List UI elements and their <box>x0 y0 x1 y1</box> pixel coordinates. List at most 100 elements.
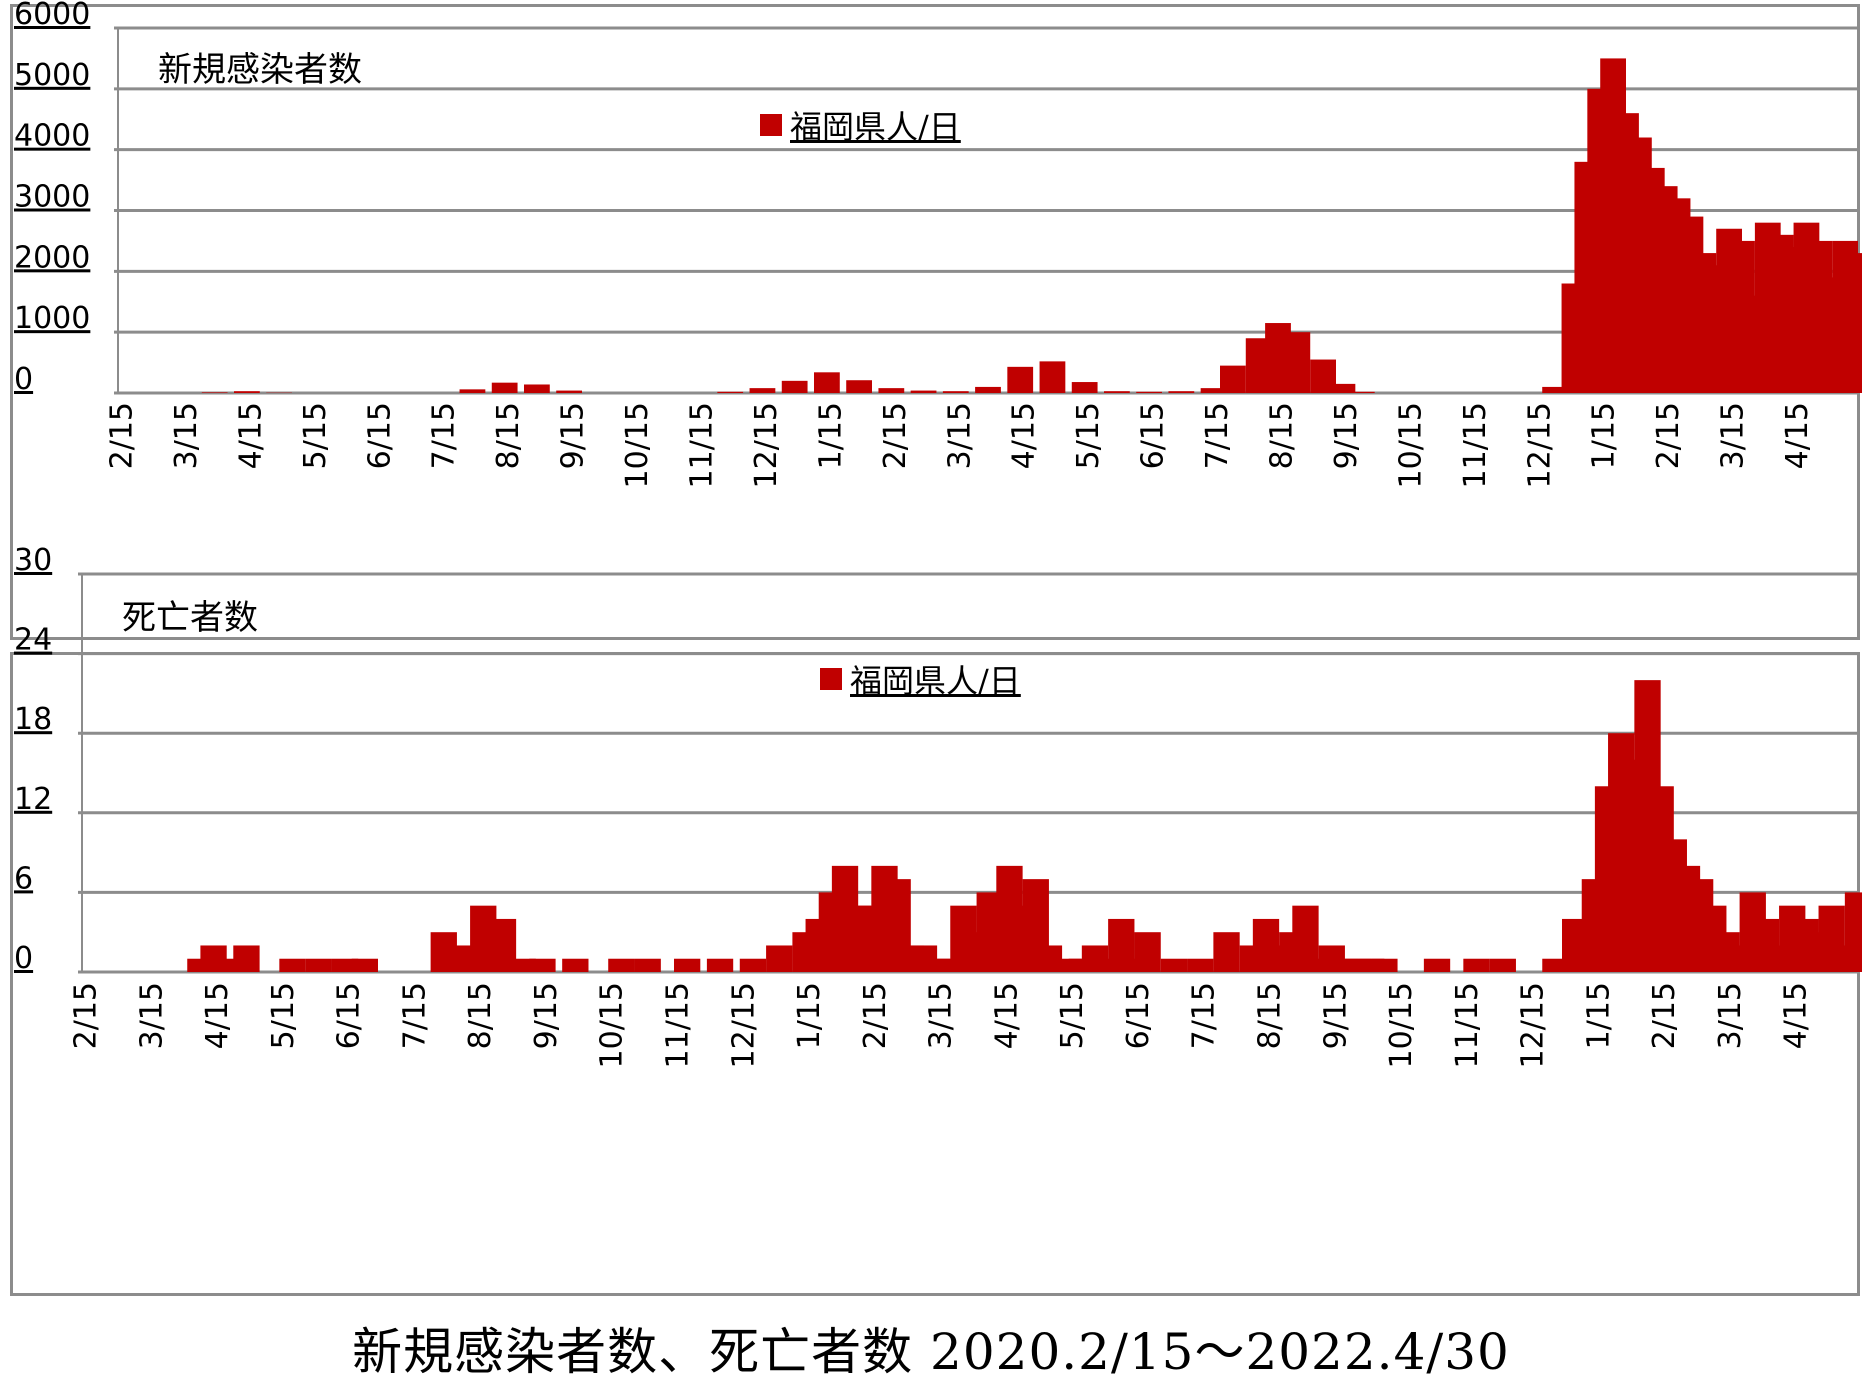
x-tick-label: 11/15 <box>661 982 696 1068</box>
x-tick-label: 1/15 <box>1581 982 1616 1049</box>
bar <box>1168 391 1194 393</box>
x-tick-label: 3/15 <box>1713 982 1748 1049</box>
x-tick-label: 1/15 <box>792 982 827 1049</box>
x-tick-label: 6/15 <box>362 402 397 469</box>
bar <box>562 959 588 972</box>
bar <box>1213 932 1239 972</box>
y-tick-label: 3000 <box>14 180 90 215</box>
y-tick-label: 5000 <box>14 58 90 93</box>
bar <box>707 959 733 972</box>
bar <box>352 959 378 972</box>
bar <box>717 392 743 393</box>
x-tick-label: 5/15 <box>1071 402 1106 469</box>
x-tick-label: 12/15 <box>726 982 761 1068</box>
x-tick-label: 7/15 <box>1200 402 1235 469</box>
x-tick-label: 4/15 <box>1779 982 1814 1049</box>
bar <box>766 945 792 972</box>
x-tick-label: 7/15 <box>397 982 432 1049</box>
bar <box>556 391 582 393</box>
bar <box>492 383 518 393</box>
bar <box>1490 959 1516 972</box>
x-tick-label: 8/15 <box>463 982 498 1049</box>
x-tick-label: 3/15 <box>924 982 959 1049</box>
x-tick-label: 8/15 <box>1265 402 1300 469</box>
x-tick-label: 2/15 <box>69 982 104 1049</box>
bar <box>1007 367 1033 393</box>
y-tick-label: 18 <box>14 702 52 737</box>
bar <box>1072 382 1098 393</box>
x-tick-label: 2/15 <box>1647 982 1682 1049</box>
x-tick-label: 10/15 <box>620 402 655 488</box>
x-tick-label: 3/15 <box>942 402 977 469</box>
bar <box>1187 959 1213 972</box>
bar <box>878 388 904 393</box>
bar <box>1104 391 1130 393</box>
x-tick-label: 11/15 <box>1458 402 1493 488</box>
x-tick-label: 3/15 <box>1716 402 1751 469</box>
x-tick-label: 11/15 <box>685 402 720 488</box>
y-tick-label: 1000 <box>14 301 90 336</box>
bar <box>782 381 808 393</box>
bar <box>1136 392 1162 393</box>
x-tick-label: 9/15 <box>1318 982 1353 1049</box>
x-tick-label: 12/15 <box>1516 982 1551 1068</box>
x-tick-label: 10/15 <box>595 982 630 1068</box>
y-tick-label: 0 <box>14 362 33 397</box>
bar <box>635 959 661 972</box>
x-tick-label: 6/15 <box>1121 982 1156 1049</box>
y-tick-label: 30 <box>14 543 52 578</box>
bar <box>740 959 766 972</box>
bar <box>1371 959 1397 972</box>
bar <box>943 391 969 393</box>
y-tick-label: 6 <box>14 861 33 896</box>
y-tick-label: 0 <box>14 941 33 976</box>
x-tick-label: 2/15 <box>878 402 913 469</box>
bar <box>911 391 937 393</box>
x-tick-label: 9/15 <box>1329 402 1364 469</box>
x-tick-label: 6/15 <box>332 982 367 1049</box>
bar <box>1845 892 1862 972</box>
x-tick-label: 4/15 <box>1780 402 1815 469</box>
bar <box>975 387 1001 393</box>
x-tick-label: 4/15 <box>200 982 235 1049</box>
bar <box>306 959 332 972</box>
x-tick-label: 4/15 <box>989 982 1024 1049</box>
y-tick-label: 12 <box>14 782 52 817</box>
x-tick-label: 10/15 <box>1393 402 1428 488</box>
bar <box>608 959 634 972</box>
bar <box>1161 959 1187 972</box>
bar <box>460 389 486 393</box>
x-tick-label: 9/15 <box>529 982 564 1049</box>
bar <box>1349 392 1375 393</box>
bar <box>846 380 872 393</box>
x-tick-label: 2/15 <box>858 982 893 1049</box>
x-tick-label: 1/15 <box>813 402 848 469</box>
bar <box>1330 384 1356 393</box>
figure-caption: 新規感染者数、死亡者数 2020.2/15〜2022.4/30 <box>0 1312 1862 1384</box>
bar <box>202 392 228 393</box>
x-tick-label: 5/15 <box>298 402 333 469</box>
bar <box>234 391 260 393</box>
y-tick-label: 2000 <box>14 240 90 275</box>
bar <box>674 959 700 972</box>
x-tick-label: 4/15 <box>233 402 268 469</box>
bar <box>1040 361 1066 393</box>
bar <box>524 384 550 393</box>
bar <box>1424 959 1450 972</box>
x-tick-label: 7/15 <box>427 402 462 469</box>
x-tick-label: 12/15 <box>1522 402 1557 488</box>
x-tick-label: 1/15 <box>1587 402 1622 469</box>
bar <box>814 372 840 393</box>
bar <box>750 388 776 393</box>
x-tick-label: 3/15 <box>134 982 169 1049</box>
x-tick-label: 11/15 <box>1450 982 1485 1068</box>
x-tick-label: 2/15 <box>105 402 140 469</box>
x-tick-label: 8/15 <box>1253 982 1288 1049</box>
bar <box>1220 366 1246 393</box>
x-tick-label: 5/15 <box>266 982 301 1049</box>
x-tick-label: 8/15 <box>491 402 526 469</box>
y-tick-label: 4000 <box>14 119 90 154</box>
x-tick-label: 4/15 <box>1007 402 1042 469</box>
x-tick-label: 9/15 <box>556 402 591 469</box>
y-tick-label: 6000 <box>14 0 90 32</box>
